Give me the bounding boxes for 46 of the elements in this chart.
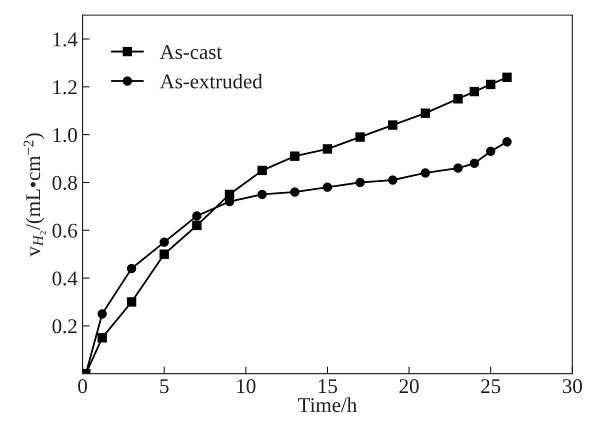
point (290, 151, 300, 161)
y-tick-label: 1.2 (54, 80, 77, 94)
x-tick-label: 30 (562, 379, 582, 394)
point (486, 80, 496, 90)
point (192, 220, 202, 230)
y-tick-label: 0.6 (52, 224, 78, 238)
legend-label: As-extruded (160, 74, 262, 89)
x-axis-title: Time/h (298, 397, 357, 412)
point (420, 168, 430, 178)
point (486, 146, 496, 156)
point (322, 144, 332, 154)
point (257, 190, 267, 200)
point (453, 94, 463, 104)
y-tick-label: 1.0 (54, 128, 77, 142)
point (355, 178, 365, 188)
point (98, 309, 107, 319)
y-tick-label: 0.2 (52, 319, 77, 334)
point (322, 182, 332, 192)
point (470, 158, 480, 168)
x-tick-label: 20 (400, 379, 419, 394)
point (355, 132, 365, 142)
point (502, 72, 512, 82)
legend-label: As-cast (160, 45, 222, 60)
point (160, 238, 169, 247)
x-tick-label: 10 (237, 379, 256, 394)
point (126, 264, 136, 274)
point (388, 120, 398, 130)
point (290, 187, 300, 197)
x-tick-label: 15 (318, 379, 338, 394)
point (257, 166, 267, 176)
x-tick-label: 0 (78, 379, 88, 394)
point (470, 86, 480, 96)
point (420, 108, 430, 118)
point (502, 137, 512, 146)
point (160, 249, 169, 259)
y-tick-label: 0.8 (52, 176, 77, 190)
point (192, 211, 202, 221)
point (453, 163, 463, 173)
x-tick-label: 25 (481, 379, 500, 394)
point (126, 297, 136, 307)
y-tick-label: 1.4 (54, 32, 78, 47)
y-axis-title: v$_{H₂}$/(mL•cm$^{−2}$) (24, 133, 46, 257)
x-tick-label: 5 (160, 379, 169, 394)
point (388, 175, 398, 185)
y-tick-label: 0.4 (52, 271, 78, 286)
point (98, 333, 107, 343)
